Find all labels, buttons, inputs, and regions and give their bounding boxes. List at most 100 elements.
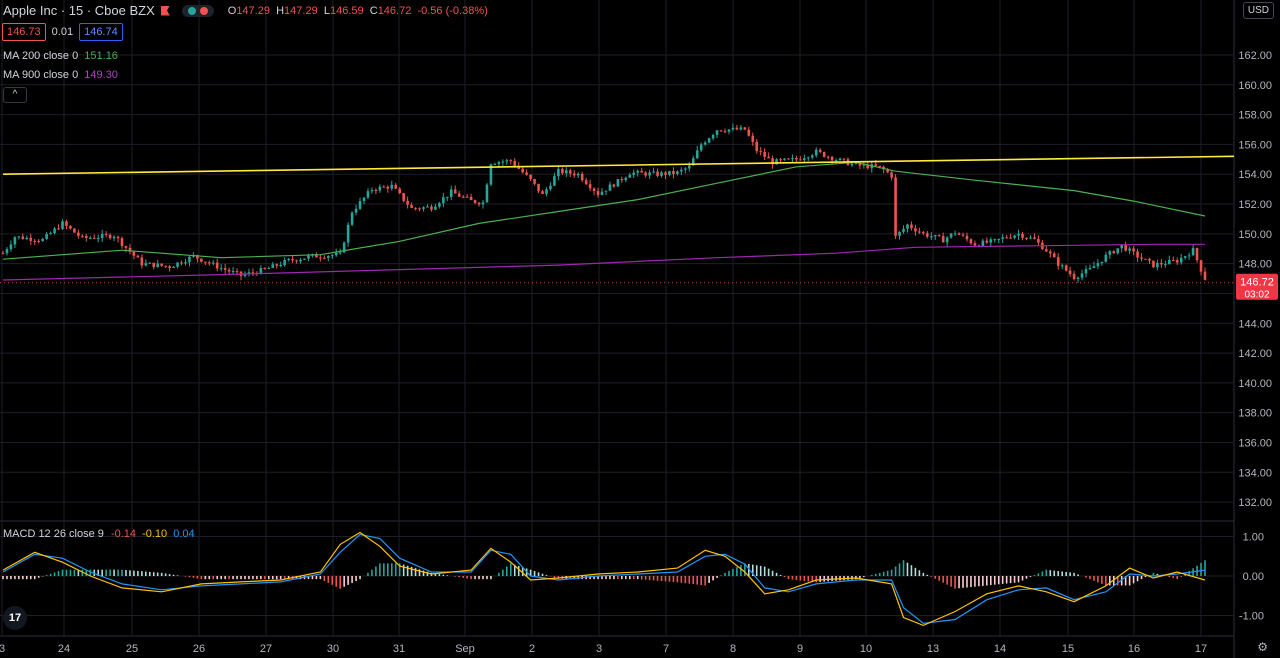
macd-legend[interactable]: MACD 12 26 close 9 -0.14 -0.10 0.04 — [3, 528, 195, 540]
candle-body — [1199, 260, 1203, 272]
macd-line — [2, 533, 1206, 625]
candle-body — [830, 156, 834, 161]
time-tick-label: 3 — [596, 643, 602, 655]
candle-body — [148, 262, 152, 264]
candle-body — [759, 151, 762, 153]
price-tick-label: 156.00 — [1238, 139, 1272, 151]
candle-body — [703, 142, 707, 145]
candle-body — [541, 191, 544, 194]
candle-body — [751, 135, 755, 142]
candle-body — [572, 173, 576, 176]
candle-body — [814, 149, 818, 156]
candle-body — [1013, 235, 1016, 238]
countdown-label: 03:02 — [1244, 290, 1269, 301]
ohlc-readout: O147.29 H147.29 L146.59 C146.72 -0.56 (-… — [228, 5, 488, 17]
candle-body — [41, 238, 44, 241]
candle-body — [791, 158, 794, 160]
flag-icon[interactable] — [160, 5, 170, 16]
chevron-up-icon: ^ — [12, 89, 18, 100]
candle-body — [886, 169, 889, 173]
candle-body — [156, 263, 160, 268]
candle-body — [557, 168, 560, 177]
candle-body — [525, 172, 528, 175]
candle-body — [402, 193, 405, 201]
candle-body — [1064, 265, 1068, 271]
time-tick-label: 24 — [58, 643, 70, 655]
candle-body — [1092, 266, 1096, 269]
candle-body — [533, 178, 536, 184]
candle-body — [267, 267, 271, 269]
candle-body — [501, 161, 505, 163]
time-tick-label: 10 — [860, 643, 872, 655]
sell-button[interactable]: 146.73 — [2, 23, 46, 41]
ma900-legend[interactable]: MA 900 close 0 149.30 — [3, 69, 118, 81]
candle-body — [969, 239, 973, 244]
candle-body — [1068, 270, 1072, 275]
symbol-title[interactable]: Apple Inc · 15 · Cboe BZX — [3, 3, 155, 18]
candle-body — [616, 179, 620, 187]
price-tick-label: 134.00 — [1238, 467, 1272, 479]
candle-body — [243, 274, 247, 276]
candle-body — [477, 202, 481, 205]
candle-body — [941, 236, 945, 243]
tradingview-logo-icon[interactable]: 17 — [3, 606, 27, 630]
time-tick-label: 9 — [797, 643, 803, 655]
candle-body — [1056, 257, 1060, 266]
candle-body — [926, 233, 929, 237]
candle-body — [366, 191, 370, 198]
candle-body — [735, 127, 739, 130]
candle-body — [767, 156, 770, 159]
candle-body — [505, 160, 509, 162]
candle-body — [902, 228, 905, 232]
candle-body — [227, 269, 231, 272]
candle-body — [334, 252, 338, 256]
candle-body — [168, 266, 171, 269]
candle-body — [628, 174, 632, 178]
candle-body — [644, 172, 647, 176]
candle-body — [17, 236, 21, 238]
collapse-legend-button[interactable]: ^ — [3, 87, 27, 103]
buy-button[interactable]: 146.74 — [79, 23, 123, 41]
candle-body — [446, 196, 449, 198]
candle-body — [295, 260, 298, 262]
ma200-value: 151.16 — [84, 50, 118, 62]
candle-body — [100, 234, 104, 239]
candle-body — [755, 141, 759, 152]
candle-body — [438, 203, 441, 207]
candle-body — [426, 206, 429, 208]
candle-body — [664, 172, 667, 175]
trendline — [2, 155, 1235, 175]
open-value: 147.29 — [236, 4, 270, 17]
candle-body — [196, 255, 199, 259]
candle-body — [878, 165, 882, 167]
high-label: H — [276, 4, 285, 17]
candle-body — [890, 172, 893, 178]
candle-body — [53, 228, 56, 233]
candle-body — [330, 255, 334, 257]
price-tick-label: 136.00 — [1238, 437, 1272, 449]
time-tick-label: 17 — [1195, 643, 1207, 655]
candle-body — [561, 168, 564, 174]
candle-body — [1195, 248, 1199, 261]
settings-gear-icon[interactable]: ⚙ — [1257, 640, 1268, 654]
market-status-pill[interactable] — [181, 4, 214, 17]
candle-body — [1084, 269, 1088, 274]
ma200-legend[interactable]: MA 200 close 0 151.16 — [3, 50, 118, 62]
candle-body — [874, 164, 878, 166]
macd-line-value: 0.04 — [173, 528, 195, 540]
candle-body — [719, 130, 723, 132]
candle-body — [1060, 265, 1064, 267]
candle-body — [414, 207, 417, 209]
candle-body — [965, 235, 969, 240]
candle-body — [549, 185, 552, 190]
candle-body — [810, 155, 814, 158]
currency-selector[interactable]: USD — [1242, 2, 1274, 19]
candle-body — [251, 272, 255, 274]
candle-body — [1037, 239, 1040, 243]
candle-body — [521, 168, 524, 173]
candle-body — [981, 240, 985, 247]
candle-body — [180, 262, 183, 264]
candle-body — [1045, 249, 1048, 252]
